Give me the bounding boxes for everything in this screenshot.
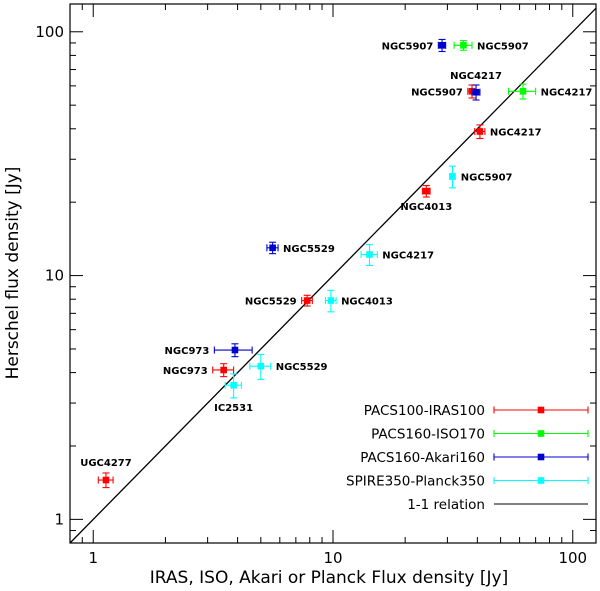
point-label: NGC5529 <box>283 244 335 255</box>
one-to-one-line-group <box>69 7 597 544</box>
point-label: UGC4277 <box>80 458 132 469</box>
legend-marker <box>537 406 545 414</box>
data-point <box>327 297 335 304</box>
point-label: NGC5907 <box>477 41 529 52</box>
legend-label: PACS160-Akari160 <box>360 450 485 466</box>
axis-ticks: 1 10 100 1 10 100 <box>35 4 596 567</box>
point-label: NGC5907 <box>461 172 513 183</box>
data-point <box>460 42 467 49</box>
legend-marker <box>537 430 545 437</box>
data-point <box>366 251 373 258</box>
point-label: NGC4217 <box>490 127 542 138</box>
y-axis-title: Herschel flux density [Jy] <box>3 167 23 380</box>
x-axis-title: IRAS, ISO, Akari or Planck Flux density … <box>150 568 508 588</box>
data-point <box>231 346 239 354</box>
data-point <box>472 88 480 96</box>
point-label: NGC973 <box>163 366 208 377</box>
point-label: NGC973 <box>165 346 210 357</box>
data-point <box>476 128 484 135</box>
legend-label: PACS160-ISO170 <box>371 427 485 443</box>
point-label: NGC4217 <box>382 251 434 262</box>
x-tick-label: 1 <box>88 549 98 567</box>
data-points: UGC4277NGC973NGC5529NGC4013NGC4217NGC590… <box>80 38 593 489</box>
point-label: NGC5907 <box>382 41 434 52</box>
one-to-one-line <box>69 7 597 544</box>
point-label: NGC5907 <box>411 87 463 98</box>
legend-label: PACS100-IRAS100 <box>364 403 485 419</box>
data-point <box>220 366 227 374</box>
point-label: NGC5529 <box>276 362 328 373</box>
legend-label: 1-1 relation <box>407 497 485 513</box>
point-label: NGC4217 <box>450 71 502 82</box>
legend: PACS100-IRAS100 PACS160-ISO170 PACS160-Aka… <box>346 403 589 513</box>
point-label: NGC4013 <box>341 297 393 308</box>
data-point <box>449 173 456 180</box>
data-point <box>423 187 430 195</box>
y-tick-label: 100 <box>35 23 64 41</box>
series-spire350-planck350: NGC5907 NGC4217 NGC4013 NGC5529 IC2531 <box>214 165 513 414</box>
data-point <box>257 362 265 370</box>
point-label: NGC4217 <box>541 87 593 98</box>
x-tick-label: 100 <box>558 549 587 567</box>
y-tick-label: 10 <box>45 267 64 285</box>
x-tick-label: 10 <box>323 549 342 567</box>
point-label: NGC5529 <box>245 297 297 308</box>
data-point <box>269 244 276 252</box>
legend-marker <box>537 453 545 461</box>
data-point <box>438 42 446 49</box>
y-tick-label: 1 <box>54 510 64 528</box>
point-label: IC2531 <box>214 403 253 414</box>
series-pacs160-iso170: NGC5907 NGC4217 <box>453 40 593 100</box>
data-point <box>102 476 110 484</box>
point-label: NGC4013 <box>400 202 452 213</box>
legend-label: SPIRE350-Planck350 <box>346 474 485 490</box>
series-pacs160-akari160: NGC5907 NGC4217 NGC5529 NGC973 <box>165 38 502 358</box>
data-point <box>519 87 527 95</box>
data-point <box>230 381 237 389</box>
data-point <box>303 297 311 304</box>
legend-marker <box>537 477 545 484</box>
